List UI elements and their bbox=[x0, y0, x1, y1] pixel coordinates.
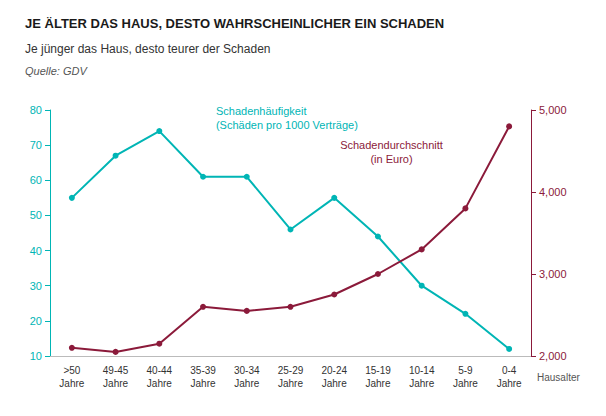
svg-text:>50: >50 bbox=[63, 365, 80, 376]
svg-text:10-14: 10-14 bbox=[409, 365, 435, 376]
svg-text:3,000: 3,000 bbox=[539, 268, 567, 280]
svg-text:20: 20 bbox=[30, 315, 42, 327]
svg-text:Jahre: Jahre bbox=[59, 378, 84, 389]
svg-text:80: 80 bbox=[30, 104, 42, 116]
svg-text:30-34: 30-34 bbox=[234, 365, 260, 376]
svg-text:4,000: 4,000 bbox=[539, 186, 567, 198]
svg-text:Jahre: Jahre bbox=[365, 378, 390, 389]
svg-text:Schadenhäufigkeit: Schadenhäufigkeit bbox=[216, 105, 307, 117]
svg-text:49-45: 49-45 bbox=[103, 365, 129, 376]
svg-text:30: 30 bbox=[30, 280, 42, 292]
svg-text:Jahre: Jahre bbox=[103, 378, 128, 389]
svg-text:35-39: 35-39 bbox=[190, 365, 216, 376]
svg-text:0-4: 0-4 bbox=[502, 365, 517, 376]
svg-text:JE ÄLTER DAS HAUS, DESTO WAHRS: JE ÄLTER DAS HAUS, DESTO WAHRSCHEINLICHE… bbox=[25, 16, 444, 31]
svg-text:40-44: 40-44 bbox=[147, 365, 173, 376]
svg-text:Quelle: GDV: Quelle: GDV bbox=[25, 65, 88, 77]
svg-text:(Schäden pro 1000 Verträge): (Schäden pro 1000 Verträge) bbox=[216, 119, 358, 131]
svg-text:Jahre: Jahre bbox=[234, 378, 259, 389]
svg-text:Je jünger das Haus, desto teur: Je jünger das Haus, desto teurer der Sch… bbox=[25, 42, 270, 56]
svg-text:Jahre: Jahre bbox=[453, 378, 478, 389]
svg-text:Hausalter: Hausalter bbox=[537, 372, 580, 383]
svg-text:40: 40 bbox=[30, 245, 42, 257]
svg-text:2,000: 2,000 bbox=[539, 350, 567, 362]
svg-text:50: 50 bbox=[30, 209, 42, 221]
svg-text:10: 10 bbox=[30, 350, 42, 362]
svg-text:60: 60 bbox=[30, 174, 42, 186]
svg-text:5,000: 5,000 bbox=[539, 104, 567, 116]
svg-text:Jahre: Jahre bbox=[278, 378, 303, 389]
svg-text:20-24: 20-24 bbox=[321, 365, 347, 376]
svg-text:70: 70 bbox=[30, 139, 42, 151]
svg-text:(in Euro): (in Euro) bbox=[370, 153, 412, 165]
svg-text:5-9: 5-9 bbox=[458, 365, 473, 376]
svg-text:Jahre: Jahre bbox=[191, 378, 216, 389]
svg-text:Jahre: Jahre bbox=[322, 378, 347, 389]
svg-text:Jahre: Jahre bbox=[147, 378, 172, 389]
svg-text:15-19: 15-19 bbox=[365, 365, 391, 376]
svg-text:Schadendurchschnitt: Schadendurchschnitt bbox=[340, 139, 443, 151]
svg-text:25-29: 25-29 bbox=[278, 365, 304, 376]
svg-text:Jahre: Jahre bbox=[497, 378, 522, 389]
svg-text:Jahre: Jahre bbox=[409, 378, 434, 389]
